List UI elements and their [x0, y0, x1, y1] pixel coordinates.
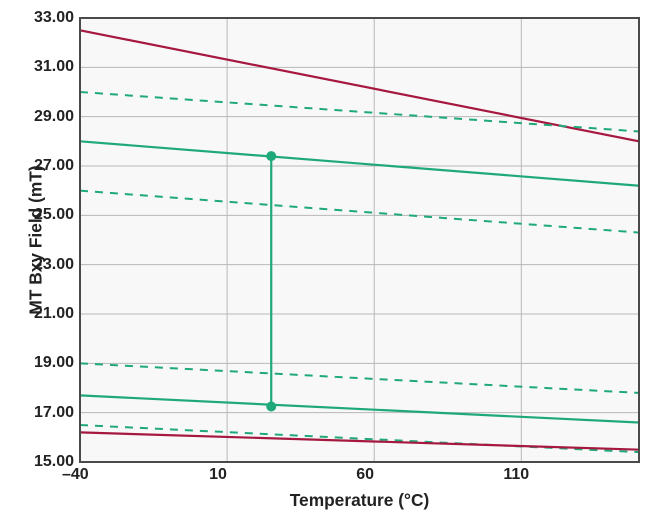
series-upper-dashed-green-2 — [80, 191, 639, 233]
y-tick-label: 23.00 — [34, 256, 74, 274]
plot-svg — [80, 18, 639, 462]
series-lower-solid-green — [80, 395, 639, 422]
x-tick-label: 10 — [209, 466, 227, 484]
y-tick-label: 27.00 — [34, 157, 74, 175]
x-tick-label: 60 — [356, 466, 374, 484]
y-tick-label: 29.00 — [34, 108, 74, 126]
bxy-vs-temperature-chart: MT Bxy Field (mT) Temperature (°C) 15.00… — [0, 0, 657, 517]
x-tick-label: 110 — [503, 466, 529, 484]
x-tick-label: –40 — [62, 466, 89, 484]
y-tick-label: 31.00 — [34, 58, 74, 76]
vertical-marker-top-dot — [266, 151, 276, 161]
plot-area — [80, 18, 639, 462]
series-lower-dashed-green-1 — [80, 363, 639, 393]
vertical-marker-bottom-dot — [266, 402, 276, 412]
x-axis-label: Temperature (°C) — [290, 490, 429, 511]
series-upper-solid-green — [80, 141, 639, 185]
y-tick-label: 33.00 — [34, 9, 74, 27]
y-tick-label: 25.00 — [34, 206, 74, 224]
y-tick-label: 19.00 — [34, 354, 74, 372]
y-tick-label: 21.00 — [34, 305, 74, 323]
series-lower-limit-red — [80, 432, 639, 449]
y-axis-label: MT Bxy Field (mT) — [25, 165, 46, 314]
y-tick-label: 17.00 — [34, 404, 74, 422]
series-upper-limit-red — [80, 30, 639, 141]
